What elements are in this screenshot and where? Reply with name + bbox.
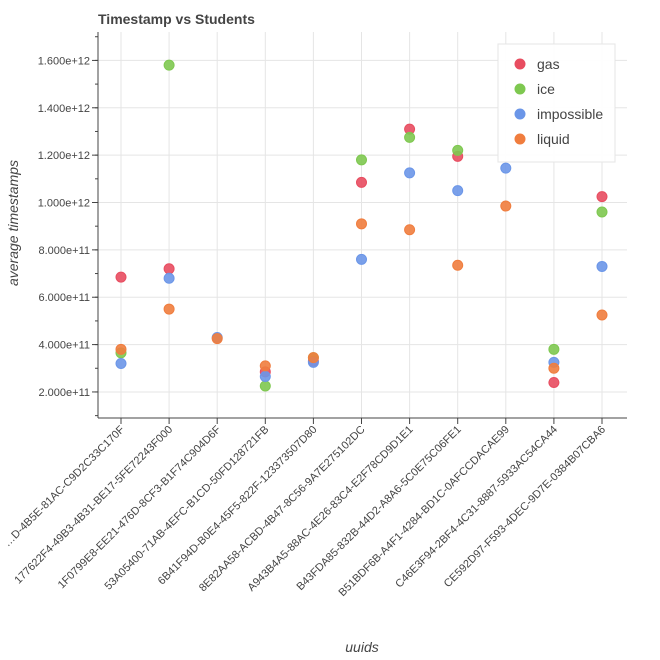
legend: gas ice impossible liquid bbox=[497, 43, 616, 163]
y-tick-label: 1.400e+12 bbox=[38, 103, 90, 115]
data-point-liquid bbox=[211, 333, 223, 345]
data-point-liquid bbox=[500, 200, 512, 212]
y-axis-label: average timestamps bbox=[5, 160, 21, 286]
data-point-liquid bbox=[307, 352, 319, 364]
data-point-ice bbox=[259, 380, 271, 392]
data-point-ice bbox=[596, 206, 608, 218]
x-axis-ticks: …D-4B5E-81AC-C9D2C33C170F177622F4-49B3-4… bbox=[1, 418, 608, 599]
x-tick-label: 1F0799E8-EE21-476D-8CF3-B1F74C904D6F bbox=[56, 423, 224, 591]
data-point-liquid bbox=[356, 218, 367, 230]
data-point-liquid bbox=[548, 362, 560, 374]
legend-label-ice: ice bbox=[537, 81, 555, 97]
legend-label-liquid: liquid bbox=[537, 131, 570, 147]
x-tick-label: 8E82AA58-ACBD-4B47-8C56-9A7E275102DC bbox=[197, 424, 368, 595]
legend-marker-impossible bbox=[514, 108, 526, 120]
data-point-impossible bbox=[500, 162, 512, 174]
data-point-liquid bbox=[259, 360, 271, 372]
data-point-ice bbox=[404, 131, 416, 143]
y-tick-label: 1.000e+12 bbox=[38, 198, 90, 210]
x-tick-label: A943B4A5-88AC-4E26-83C4-E2F78CD9D1E1 bbox=[246, 424, 416, 594]
y-tick-label: 8.000e+11 bbox=[39, 245, 91, 257]
data-point-liquid bbox=[596, 309, 608, 321]
data-point-ice bbox=[356, 154, 367, 166]
data-point-ice bbox=[548, 343, 560, 355]
data-point-gas bbox=[115, 271, 127, 283]
y-axis-ticks: 2.000e+11 4.000e+11 6.000e+11 8.000e+11 1.00… bbox=[38, 36, 98, 417]
y-tick-label: 1.200e+12 bbox=[38, 150, 90, 162]
data-point-liquid bbox=[404, 224, 416, 236]
x-axis-label: uuids bbox=[345, 639, 378, 655]
y-tick-label: 1.600e+12 bbox=[38, 55, 90, 67]
data-point-liquid bbox=[115, 343, 127, 355]
data-point-impossible bbox=[404, 167, 416, 179]
legend-marker-gas bbox=[514, 58, 526, 70]
data-point-impossible bbox=[452, 185, 464, 197]
legend-label-gas: gas bbox=[537, 56, 560, 72]
data-point-gas bbox=[548, 376, 560, 388]
x-tick-label: CE592D97-F593-4DEC-9D7E-0384B07CBA6 bbox=[442, 424, 608, 590]
data-point-impossible bbox=[596, 260, 608, 272]
data-point-impossible bbox=[115, 358, 127, 370]
data-point-ice bbox=[452, 144, 464, 156]
data-point-impossible bbox=[163, 272, 175, 284]
data-point-gas bbox=[596, 191, 608, 203]
legend-marker-liquid bbox=[514, 133, 526, 145]
data-point-impossible bbox=[356, 253, 367, 265]
data-point-ice bbox=[163, 59, 175, 71]
legend-label-impossible: impossible bbox=[537, 106, 603, 122]
data-point-liquid bbox=[163, 303, 175, 315]
data-point-gas bbox=[163, 263, 175, 275]
y-tick-label: 6.000e+11 bbox=[39, 292, 91, 304]
x-tick-label: 53A05400-71AB-4EFC-B1CD-50FD128721FB bbox=[103, 424, 272, 593]
data-point-liquid bbox=[452, 259, 464, 271]
data-point-impossible bbox=[259, 371, 271, 383]
x-tick-label: B51BDF6B-A4F1-4284-BD1C-0AFCCDACAE99 bbox=[337, 424, 512, 599]
data-points bbox=[115, 59, 608, 392]
chart-title: Timestamp vs Students bbox=[98, 11, 255, 27]
y-tick-label: 2.000e+11 bbox=[39, 387, 91, 399]
legend-marker-ice bbox=[514, 83, 526, 95]
x-tick-label: C46E3F94-2BF4-4C31-8887-5933AC54CA44 bbox=[393, 424, 560, 591]
data-point-gas bbox=[356, 176, 367, 188]
axes bbox=[97, 32, 627, 419]
x-tick-label: B43FDA85-832B-44D2-A8A6-5C0E75C06FE1 bbox=[294, 424, 463, 593]
y-tick-label: 4.000e+11 bbox=[39, 340, 91, 352]
